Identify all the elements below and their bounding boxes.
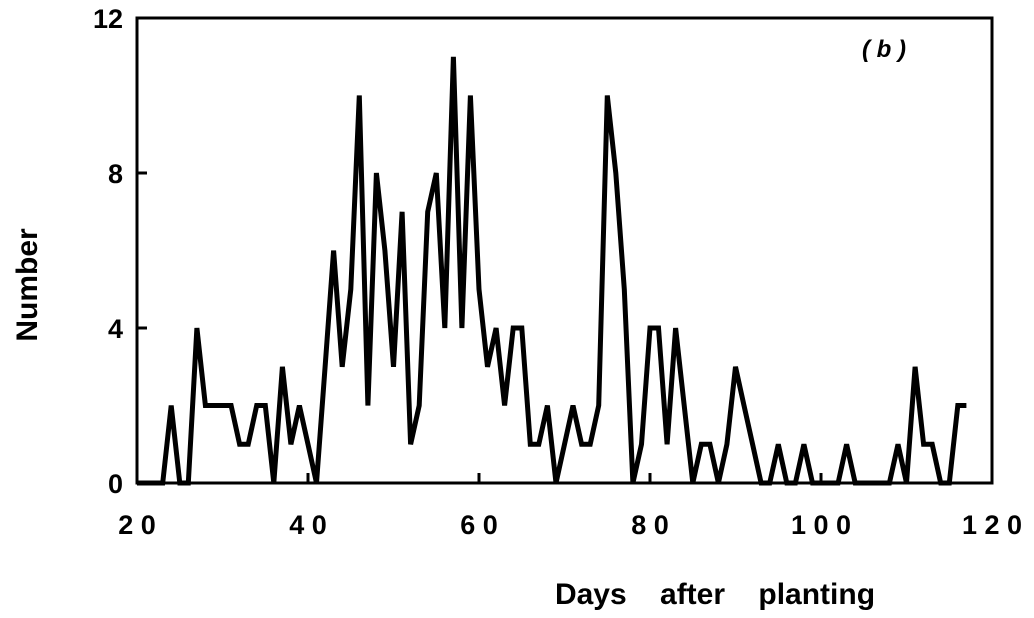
plot-frame	[135, 16, 994, 485]
y-axis-title: Number	[11, 228, 44, 342]
x-tick-label: 4 0	[289, 510, 327, 540]
plot-border	[135, 16, 994, 485]
x-axis: 2 0 4 0 6 0 8 0 1 0 0 1 2 0	[118, 473, 1022, 540]
y-tick-label: 0	[108, 469, 123, 499]
y-tick-label: 12	[93, 4, 123, 34]
x-axis-title: Days after planting	[555, 578, 875, 611]
x-tick-label: 8 0	[631, 510, 669, 540]
series-line	[137, 56, 967, 486]
panel-label: ( b )	[862, 36, 906, 63]
x-tick-label: 6 0	[460, 510, 498, 540]
y-tick-label: 4	[108, 314, 123, 344]
x-tick-label: 2 0	[118, 510, 156, 540]
x-tick-label: 1 2 0	[962, 510, 1022, 540]
y-axis: 0 4 8 12	[93, 4, 147, 499]
y-tick-label: 8	[108, 159, 123, 189]
series-layer	[137, 56, 967, 486]
x-tick-label: 1 0 0	[791, 510, 851, 540]
